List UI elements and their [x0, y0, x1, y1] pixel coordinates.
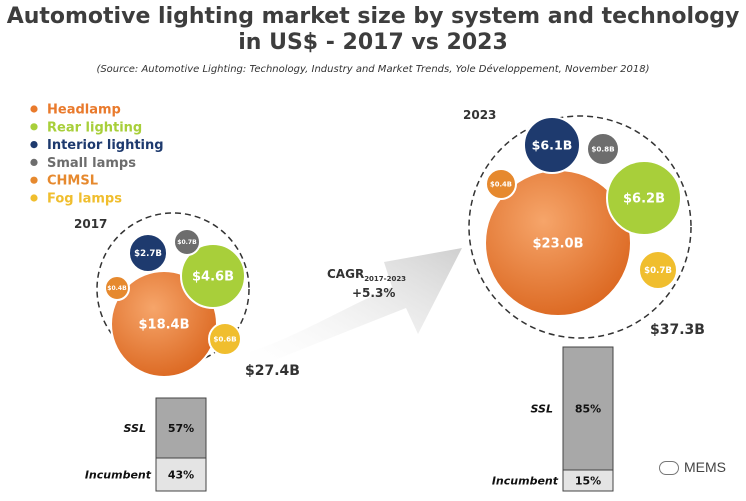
bubble-interior-2023 — [523, 116, 581, 174]
bubble-rear-2023 — [606, 160, 682, 236]
legend-marker-fog — [30, 194, 38, 202]
bubble-label-rear-2017: $4.6B — [192, 270, 234, 285]
incumbent-bar-2017 — [155, 457, 207, 492]
legend-label-fog: Fog lamps — [47, 192, 122, 207]
cagr-value: +5.3% — [352, 286, 395, 300]
ssl-bar-2023 — [562, 346, 614, 471]
legend-marker-small — [30, 158, 38, 166]
bubble-label-headlamp-2023: $23.0B — [532, 237, 583, 252]
bubble-chmsl-2023 — [485, 168, 517, 200]
bubble-rear-2017 — [180, 243, 246, 309]
bubble-label-rear-2023: $6.2B — [623, 192, 665, 207]
total-label-2017: $27.4B — [245, 363, 300, 379]
bubble-chmsl-2017 — [104, 275, 130, 301]
ssl-label-2023: SSL — [531, 403, 553, 416]
chart-title-line2: in US$ - 2017 vs 2023 — [238, 30, 508, 55]
bubble-fog-2017 — [208, 322, 242, 356]
incumbent-pct-2017: 43% — [168, 469, 194, 482]
bubble-label-fog-2023: $0.7B — [644, 266, 672, 276]
bubble-fog-2023 — [638, 250, 678, 290]
incumbent-pct-2023: 15% — [575, 475, 601, 488]
watermark-text: MEMS — [684, 459, 726, 475]
total-envelope-2023 — [468, 115, 692, 339]
bubble-label-fog-2017: $0.6B — [213, 335, 236, 344]
year-label-2023: 2023 — [463, 108, 496, 122]
cagr-period: 2017-2023 — [364, 275, 406, 283]
legend-marker-chmsl — [30, 176, 38, 184]
chat-icon — [659, 461, 679, 476]
ssl-pct-2023: 85% — [575, 403, 601, 416]
watermark: MEMS — [659, 459, 726, 476]
year-label-2017: 2017 — [74, 217, 107, 231]
cagr-text: CAGR — [327, 267, 364, 281]
legend-label-interior: Interior lighting — [47, 138, 164, 153]
bubble-label-small-2017: $0.7B — [177, 239, 197, 246]
cagr-label: CAGR2017-2023 — [327, 267, 406, 283]
growth-arrow — [250, 248, 462, 370]
legend-marker-rear — [30, 123, 38, 131]
legend-label-small: Small lamps — [47, 156, 136, 171]
legend-marker-headlamp — [30, 105, 38, 113]
total-label-2023: $37.3B — [650, 322, 705, 338]
legend-marker-interior — [30, 141, 38, 149]
ssl-bar-2017 — [155, 397, 207, 459]
legend-label-rear: Rear lighting — [47, 120, 142, 135]
bubble-label-chmsl-2023: $0.4B — [490, 180, 512, 188]
bubble-label-headlamp-2017: $18.4B — [138, 318, 189, 333]
legend-label-headlamp: Headlamp — [47, 103, 121, 118]
chart-title-line1: Automotive lighting market size by syste… — [6, 4, 740, 29]
legend-label-chmsl: CHMSL — [47, 174, 98, 189]
total-envelope-2017 — [96, 212, 250, 366]
bubble-interior-2017 — [128, 233, 168, 273]
bubble-label-small-2023: $0.8B — [591, 145, 614, 154]
bubble-small-2017 — [173, 228, 201, 256]
bubble-label-interior-2023: $6.1B — [532, 138, 573, 153]
incumbent-label-2017: Incumbent — [85, 469, 152, 482]
bubble-small-2023 — [586, 132, 620, 166]
incumbent-bar-2023 — [562, 469, 614, 492]
incumbent-label-2023: Incumbent — [492, 475, 559, 488]
ssl-pct-2017: 57% — [168, 422, 194, 435]
bubble-label-interior-2017: $2.7B — [134, 249, 162, 259]
ssl-label-2017: SSL — [124, 422, 146, 435]
chart-source: (Source: Automotive Lighting: Technology… — [96, 64, 650, 75]
bubble-label-chmsl-2017: $0.4B — [107, 285, 127, 292]
